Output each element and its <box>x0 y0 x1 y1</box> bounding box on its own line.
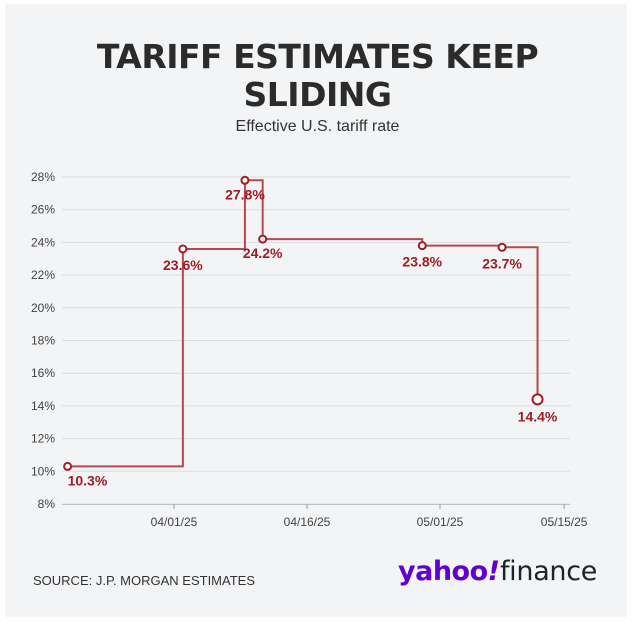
y-tick-label: 14% <box>31 399 55 413</box>
y-tick-label: 26% <box>31 203 55 217</box>
chart-title-line-2: SLIDING <box>243 75 392 114</box>
data-point-marker <box>417 241 427 251</box>
chart-subtitle: Effective U.S. tariff rate <box>235 118 400 135</box>
yahoo-finance-logo: yahoo!finance <box>398 552 597 592</box>
x-tick-label: 04/16/25 <box>284 515 331 529</box>
data-point-label: 27.8% <box>225 186 265 202</box>
y-tick-label: 10% <box>31 464 55 478</box>
logo-yahoo-text: yahoo <box>398 556 488 587</box>
x-tick-label: 04/01/25 <box>151 515 198 529</box>
data-point-label: 10.3% <box>68 472 108 488</box>
data-point-label: 23.6% <box>163 257 203 273</box>
y-tick-label: 24% <box>31 235 55 249</box>
data-point-marker <box>240 175 250 185</box>
y-tick-label: 18% <box>31 334 55 348</box>
chart-card <box>5 4 627 617</box>
y-tick-label: 22% <box>31 268 55 282</box>
data-point-label: 14.4% <box>518 408 558 424</box>
data-point-marker <box>497 242 507 252</box>
x-tick-label: 05/01/25 <box>417 515 464 529</box>
data-point-label: 23.7% <box>482 255 522 271</box>
tariff-rate-series-line <box>67 179 539 468</box>
logo-bang-text: ! <box>487 556 500 587</box>
source-note: SOURCE: J.P. MORGAN ESTIMATES <box>33 573 255 588</box>
data-point-marker <box>63 461 73 471</box>
data-point-marker <box>178 244 188 254</box>
logo-finance-text: finance <box>499 556 598 587</box>
chart-title: TARIFF ESTIMATES KEEP SLIDING <box>0 38 635 114</box>
y-tick-label: 20% <box>31 301 55 315</box>
data-point-label: 24.2% <box>243 245 283 261</box>
x-tick-label: 05/15/25 <box>541 515 588 529</box>
data-point-label: 23.8% <box>402 254 442 270</box>
y-tick-label: 16% <box>31 366 55 380</box>
data-point-marker <box>531 393 544 406</box>
y-tick-label: 8% <box>38 497 56 511</box>
y-tick-label: 12% <box>31 432 55 446</box>
data-point-marker <box>258 234 268 244</box>
y-tick-label: 28% <box>31 170 55 184</box>
chart-title-line-1: TARIFF ESTIMATES KEEP <box>96 37 539 76</box>
